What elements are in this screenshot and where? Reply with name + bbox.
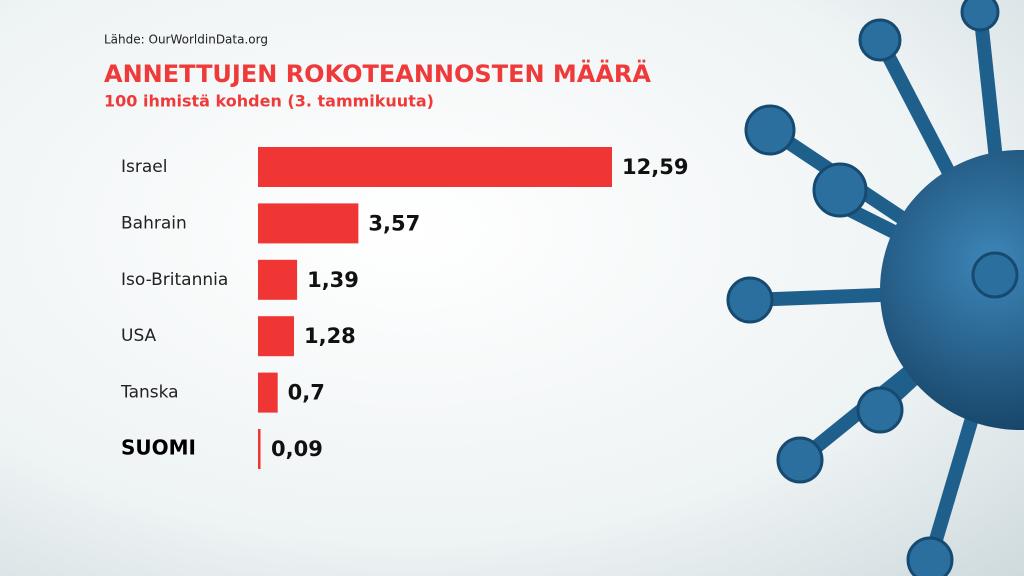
category-label: Bahrain (121, 213, 187, 233)
value-label: 3,57 (368, 211, 420, 235)
bar (258, 372, 278, 413)
bar (258, 147, 612, 187)
value-label: 1,39 (307, 268, 359, 292)
category-label: Iso-Britannia (121, 270, 228, 290)
source: Lähde: OurWorldinData.org (104, 33, 268, 47)
bar (258, 203, 359, 244)
category-label: Israel (121, 157, 167, 177)
value-label: 12,59 (622, 155, 688, 179)
value-label: 1,28 (304, 324, 356, 348)
category-label: USA (121, 326, 157, 346)
chart-title: ANNETTUJEN ROKOTEANNOSTEN MÄÄRÄ (104, 59, 651, 88)
value-label: 0,09 (271, 437, 323, 461)
bar (258, 316, 294, 357)
bar (258, 259, 298, 300)
virus-illustration (726, 0, 1024, 576)
bar (258, 429, 261, 469)
value-label: 0,7 (288, 381, 325, 405)
category-label: Tanska (120, 383, 179, 403)
chart-subtitle: 100 ihmistä kohden (3. tammikuuta) (104, 92, 434, 111)
category-label: SUOMI (121, 436, 196, 460)
